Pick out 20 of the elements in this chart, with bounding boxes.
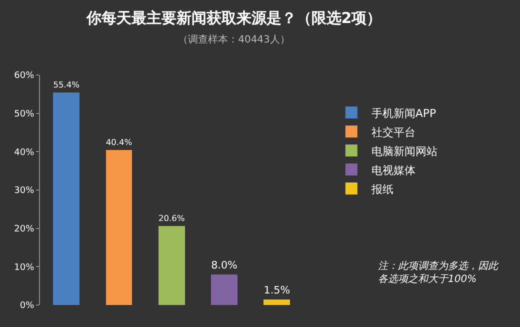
- legend-label: 社交平台: [371, 126, 416, 139]
- legend-label: 报纸: [370, 182, 394, 196]
- chart-subtitle: （调查样本：40443人）: [178, 33, 290, 46]
- y-tick-label: 10%: [14, 262, 35, 273]
- data-label: 55.4%: [53, 79, 80, 90]
- y-tick-label: 60%: [14, 71, 35, 82]
- y-tick-label: 0%: [20, 301, 35, 312]
- data-label: 20.6%: [158, 212, 185, 223]
- y-tick-label: 50%: [14, 109, 35, 120]
- y-tick-label: 40%: [14, 148, 35, 158]
- y-tick-label: 30%: [14, 186, 35, 196]
- chart-title: 你每天最主要新闻获取来源是？（限选2项）: [85, 8, 382, 27]
- y-tick-label: 20%: [14, 224, 35, 234]
- legend-label: 电脑新闻网站: [371, 144, 438, 158]
- data-label: 40.4%: [106, 136, 132, 147]
- data-label: 8.0%: [211, 260, 238, 272]
- legend-label: 电视媒体: [371, 164, 416, 177]
- legend-label: 手机新闻APP: [371, 106, 437, 120]
- data-label: 1.5%: [264, 284, 290, 296]
- text: 注：此项调查为多选，因此各选项之和大于100%: [378, 260, 499, 285]
